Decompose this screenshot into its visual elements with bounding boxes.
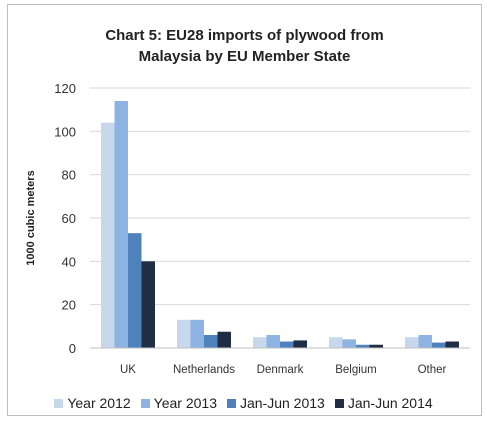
- bar-other-jan-jun-2014: [445, 341, 459, 348]
- bar-netherlands-jan-jun-2014: [217, 331, 231, 348]
- x-tick-label-netherlands: Netherlands: [173, 364, 235, 376]
- legend-item: Year 2012: [54, 395, 131, 411]
- y-tick-label-0: 0: [69, 341, 76, 356]
- legend-label: Year 2013: [153, 395, 217, 411]
- bar-netherlands-year-2013: [190, 319, 204, 348]
- y-tick-label-20: 20: [62, 298, 76, 313]
- bar-belgium-year-2012: [329, 337, 343, 348]
- x-tick-label-denmark: Denmark: [257, 364, 304, 376]
- bar-belgium-jan-jun-2013: [356, 344, 370, 348]
- chart-title-line-1: Chart 5: EU28 imports of plywood from: [105, 27, 384, 44]
- bar-netherlands-year-2012: [177, 319, 191, 348]
- bar-uk-jan-jun-2013: [128, 233, 142, 348]
- legend-item: Jan-Jun 2014: [334, 395, 433, 411]
- bar-uk-jan-jun-2014: [141, 261, 155, 348]
- legend-label: Jan-Jun 2013: [239, 395, 325, 411]
- y-tick-label-80: 80: [62, 168, 76, 183]
- bar-belgium-jan-jun-2014: [369, 344, 383, 348]
- bar-other-year-2012: [405, 337, 419, 348]
- chart-frame: Chart 5: EU28 imports of plywood from Ma…: [7, 4, 482, 416]
- bar-denmark-jan-jun-2014: [293, 340, 307, 348]
- legend-swatch: [334, 398, 344, 408]
- bar-other-year-2013: [418, 335, 432, 348]
- y-tick-label-40: 40: [62, 254, 76, 269]
- x-tick-label-belgium: Belgium: [335, 364, 377, 376]
- legend-swatch: [54, 398, 64, 408]
- y-tick-label-120: 120: [54, 81, 76, 96]
- bar-uk-year-2013: [114, 101, 128, 348]
- legend-swatch: [140, 398, 150, 408]
- chart-title-line-2: Malaysia by EU Member State: [138, 48, 351, 65]
- x-tick-label-other: Other: [418, 364, 447, 376]
- bar-uk-year-2012: [101, 122, 115, 349]
- bar-denmark-year-2013: [266, 335, 280, 348]
- bar-belgium-year-2013: [342, 339, 356, 348]
- y-axis-label: 1000 cubic meters: [25, 170, 37, 265]
- legend-item: Jan-Jun 2013: [226, 395, 325, 411]
- chart-title: Chart 5: EU28 imports of plywood from Ma…: [8, 25, 481, 67]
- chart-legend: Year 2012 Year 2013 Jan-Jun 2013 Jan-Jun 20…: [0, 392, 487, 414]
- bar-denmark-jan-jun-2013: [280, 341, 294, 348]
- y-tick-label-100: 100: [54, 124, 76, 139]
- bar-denmark-year-2012: [253, 337, 267, 348]
- legend-swatch: [226, 398, 236, 408]
- legend-label: Year 2012: [67, 395, 131, 411]
- bar-netherlands-jan-jun-2013: [204, 335, 218, 348]
- bar-other-jan-jun-2013: [432, 342, 446, 348]
- legend-label: Jan-Jun 2014: [347, 395, 433, 411]
- legend-item: Year 2013: [140, 395, 217, 411]
- x-tick-label-uk: UK: [120, 364, 136, 376]
- y-tick-label-60: 60: [62, 211, 76, 226]
